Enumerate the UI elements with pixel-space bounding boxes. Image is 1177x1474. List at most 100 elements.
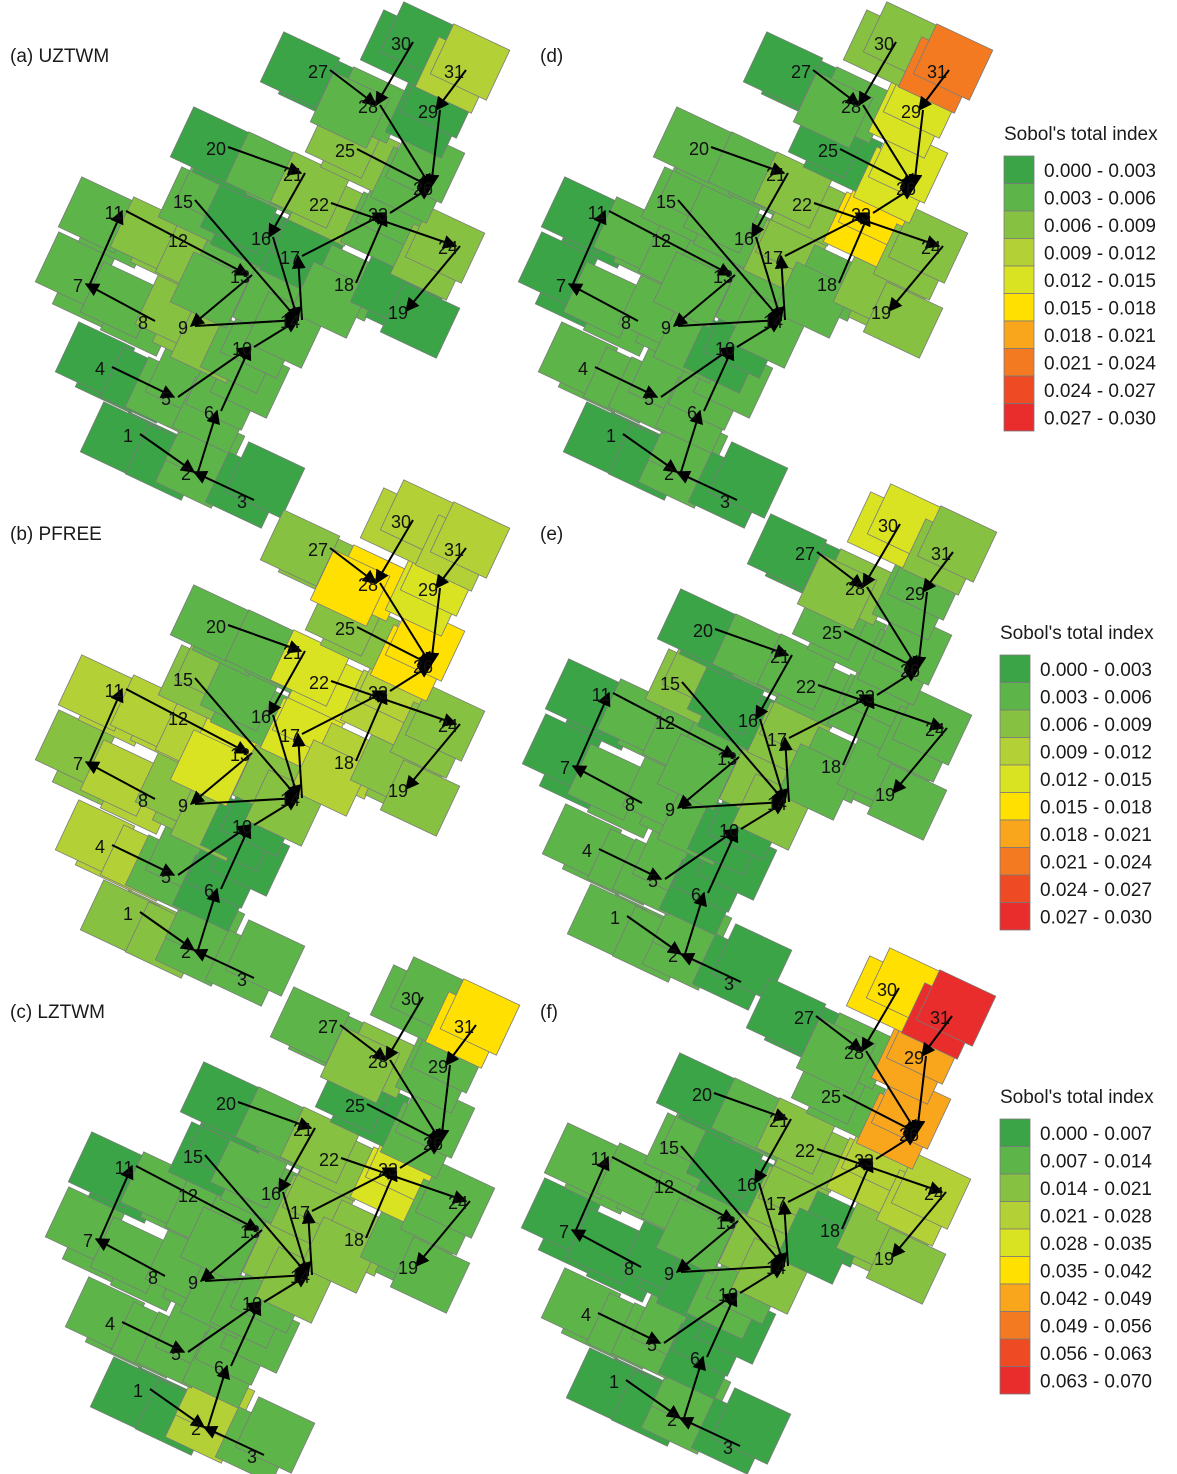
subbasin-label: 28 [841, 97, 861, 117]
flow-arrow [570, 1229, 642, 1268]
legend-swatch [1003, 403, 1035, 432]
subbasin-label: 20 [216, 1094, 236, 1114]
flow-arrow [866, 586, 919, 671]
subbasin-label: 16 [251, 707, 271, 727]
subbasin-label: 19 [398, 1258, 418, 1278]
legend-class-label: 0.042 - 0.049 [1040, 1289, 1152, 1310]
flow-arrow [99, 1164, 134, 1240]
subbasin-label: 18 [820, 1221, 840, 1241]
subbasin-label: 16 [251, 229, 271, 249]
flow-routing [567, 41, 950, 501]
flow-arrow [278, 1127, 316, 1194]
legend-class-label: 0.024 - 0.027 [1040, 880, 1152, 901]
flow-arrow [389, 1059, 442, 1144]
flow-arrow [379, 104, 432, 189]
subbasin-label: 24 [438, 238, 458, 258]
subbasin-label: 18 [344, 1230, 364, 1250]
subbasin-label: 9 [664, 1264, 674, 1284]
legend-swatch [999, 1283, 1031, 1312]
subbasin-label: 11 [105, 681, 124, 701]
flow-arrow [891, 1191, 947, 1259]
subbasin-label: 27 [318, 1017, 338, 1037]
flow-arrow [816, 551, 865, 588]
subbasin-label: 13 [713, 267, 733, 287]
legend-swatch [1003, 210, 1035, 239]
subbasin-label: 26 [900, 661, 920, 681]
flow-arrow [389, 186, 433, 214]
subbasin-label: 9 [661, 318, 671, 338]
subbasin-label: 26 [413, 657, 433, 677]
subbasin-label: 8 [625, 795, 635, 815]
subbasin-tiles [44, 956, 521, 1474]
subbasin-label: 24 [925, 720, 945, 740]
legend-swatch [999, 1173, 1031, 1202]
flow-arrow [194, 791, 300, 806]
subbasin-label: 18 [821, 757, 841, 777]
subbasin-18-cell [772, 261, 854, 339]
subbasin-label: 13 [240, 1222, 260, 1242]
subbasin-label: 31 [444, 540, 464, 560]
subbasin-label: 14 [766, 1258, 786, 1278]
panel-title: (e) [540, 524, 563, 545]
flow-arrow [576, 691, 611, 767]
flow-arrow [301, 1209, 316, 1276]
flow-arrow [187, 1301, 262, 1353]
flow-arrow [435, 547, 467, 590]
subbasin-label: 31 [930, 1008, 950, 1028]
flow-arrow [567, 283, 639, 322]
legend-swatch [1003, 265, 1035, 294]
legend-swatch [1003, 348, 1035, 377]
subbasin-label: 4 [582, 841, 592, 861]
flow-arrow [611, 1156, 736, 1222]
subbasin-label: 23 [368, 205, 388, 225]
subbasin-label: 10 [719, 821, 739, 841]
subbasin-label: 5 [161, 389, 171, 409]
subbasin-label: 15 [660, 674, 680, 694]
flow-arrow [291, 254, 306, 321]
flow-arrow [445, 1024, 477, 1067]
subbasin-label: 15 [183, 1147, 203, 1167]
subbasin-label: 11 [115, 1158, 134, 1178]
flow-arrow [888, 245, 944, 313]
subbasin-label: 20 [689, 139, 709, 159]
flow-arrow [197, 409, 220, 473]
subbasin-18-cell [776, 743, 858, 821]
subbasin-label: 9 [188, 1273, 198, 1293]
subbasin-label: 6 [691, 885, 701, 905]
subbasin-label: 29 [418, 580, 438, 600]
subbasin-label: 17 [280, 726, 300, 746]
subbasin-label: 3 [720, 492, 730, 512]
flow-arrow [111, 844, 176, 876]
subbasin-label: 10 [242, 1294, 262, 1314]
subbasin-label: 2 [181, 464, 191, 484]
legend-2: Sobol's total index 0.000 - 0.003 0.003 - … [999, 623, 1154, 931]
subbasin-label: 23 [854, 1151, 874, 1171]
flow-arrow [379, 582, 432, 667]
flow-routing [94, 996, 477, 1456]
subbasin-label: 18 [817, 275, 837, 295]
flow-arrow [680, 1259, 786, 1274]
subbasin-label: 21 [769, 1111, 789, 1131]
subbasin-label: 20 [692, 1085, 712, 1105]
flow-arrow [329, 547, 378, 584]
subbasin-label: 12 [168, 709, 188, 729]
subbasin-label: 2 [664, 464, 674, 484]
subbasin-label: 28 [358, 575, 378, 595]
subbasin-label: 5 [648, 871, 658, 891]
subbasin-label: 7 [73, 754, 83, 774]
flow-arrow [838, 211, 871, 284]
subbasin-label: 30 [874, 34, 894, 54]
subbasin-label: 22 [319, 1150, 339, 1170]
subbasin-label: 3 [723, 1438, 733, 1458]
flow-arrow [865, 1050, 918, 1135]
flow-arrow [672, 274, 736, 327]
subbasin-label: 17 [767, 730, 787, 750]
subbasin-label: 25 [345, 1096, 365, 1116]
flow-routing [570, 987, 953, 1447]
legend-swatch [999, 847, 1031, 876]
subbasin-label: 5 [644, 389, 654, 409]
subbasin-label: 29 [904, 1048, 924, 1068]
subbasin-label: 30 [391, 34, 411, 54]
flow-arrow [385, 996, 424, 1062]
